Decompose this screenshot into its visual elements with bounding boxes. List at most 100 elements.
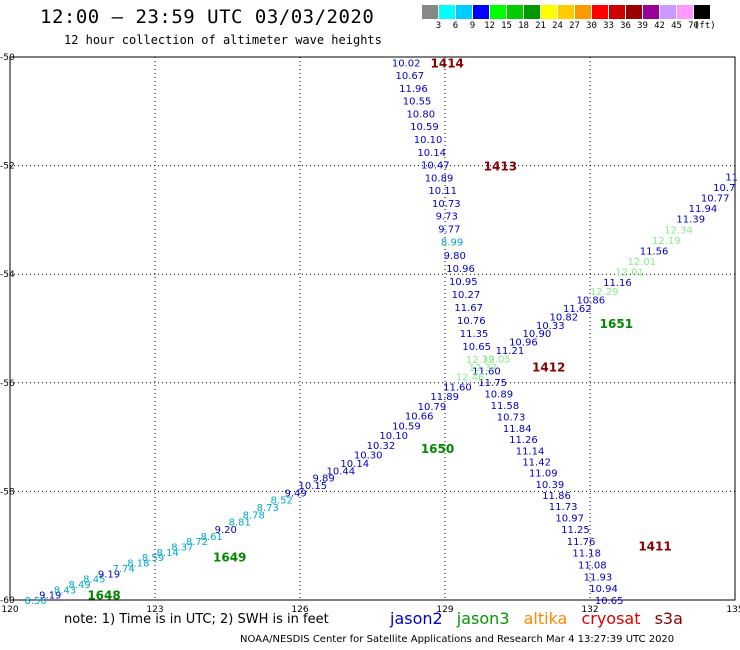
- legend-label: 30: [586, 21, 597, 31]
- credit-line: NOAA/NESDIS Center for Satellite Applica…: [240, 634, 675, 645]
- x-tick-label: 120: [1, 605, 18, 615]
- track-1-swh-label: 11.35: [460, 329, 489, 340]
- track-1-swh-label: 11.96: [399, 84, 428, 95]
- track-2-swh-label: 10.7: [713, 183, 735, 194]
- track-1-swh-label: 9.73: [436, 212, 458, 223]
- legend-swatch: [473, 5, 490, 19]
- track-1-swh-label: 10.59: [410, 122, 439, 133]
- legend-swatch: [592, 5, 609, 19]
- track-2-swh-label: 12.05: [482, 354, 511, 365]
- track-2-swh-label: 10.66: [405, 412, 434, 423]
- sat-jason3: jason3: [456, 609, 510, 628]
- x-tick-label: 126: [291, 605, 308, 615]
- track-1-swh-label: 10.02: [392, 58, 421, 69]
- legend-swatch: [660, 5, 677, 19]
- pass-number-label: 1648: [87, 589, 120, 603]
- track-2-swh-label: 8.72: [186, 537, 208, 548]
- track-1-swh-label: 10.97: [555, 513, 584, 524]
- track-2-swh-label: 10.90: [523, 329, 552, 340]
- track-1-swh-label: 11.93: [584, 572, 613, 583]
- track-2-swh-label: 11.94: [689, 204, 718, 215]
- track-2-swh-label: 8.18: [127, 559, 149, 570]
- track-1-swh-label: 10.95: [449, 277, 478, 288]
- legend-swatch: [507, 5, 524, 19]
- track-1-swh-label: 10.65: [595, 596, 624, 607]
- track-1-swh-label: 11.76: [567, 537, 596, 548]
- track-2-swh-label: 7.74: [113, 564, 135, 575]
- track-2-swh-label: 8.43: [54, 585, 76, 596]
- legend-swatch: [643, 5, 660, 19]
- track-2-swh-label: 12.29: [590, 287, 619, 298]
- legend-swatch: [456, 5, 473, 19]
- sat-s3a: s3a: [654, 609, 683, 628]
- track-1-swh-label: 9.80: [444, 251, 466, 262]
- track-2-swh-label: 10.96: [509, 338, 538, 349]
- legend-label: 18: [518, 21, 529, 31]
- x-tick-label: 135: [726, 605, 740, 615]
- track-1-swh-label: 10.65: [462, 342, 491, 353]
- track-2-swh-label: 10.10: [379, 431, 408, 442]
- track-1-swh-label: 10.89: [484, 389, 513, 400]
- track-2-swh-label: 10.59: [392, 421, 421, 432]
- pass-number-label: 1650: [421, 442, 454, 456]
- track-1-swh-label: 10.47: [421, 161, 450, 172]
- track-1-swh-label: 10.76: [457, 316, 486, 327]
- legend-swatch: [694, 5, 711, 19]
- pass-number-label: 1413: [484, 160, 517, 174]
- track-1-swh-label: 10.94: [589, 584, 618, 595]
- track-2-swh-label: 12.19: [652, 236, 681, 247]
- page-title: 12:00 – 23:59 UTC 03/03/2020: [40, 6, 375, 28]
- page-subtitle: 12 hour collection of altimeter wave hei…: [64, 33, 382, 47]
- legend-swatch: [558, 5, 575, 19]
- track-2-swh-label: 10.82: [550, 312, 579, 323]
- track-2-swh-label: 11.89: [430, 392, 459, 403]
- legend-label: 24: [552, 21, 563, 31]
- track-2-swh-label: 10.86: [576, 296, 605, 307]
- pass-number-label: 1411: [638, 540, 671, 554]
- legend-swatch: [626, 5, 643, 19]
- track-1-swh-label: 8.99: [441, 238, 463, 249]
- track-2-swh-label: 12.46: [456, 373, 485, 384]
- x-tick-label: 129: [436, 605, 453, 615]
- map-grid: [9, 56, 736, 601]
- y-tick-label: -52: [0, 162, 15, 172]
- track-1-swh-label: 11.73: [549, 502, 578, 513]
- track-1-swh-label: 11.60: [472, 366, 501, 377]
- track-2-swh-label: 9.89: [312, 474, 334, 485]
- track-1-swh-label: 11.58: [491, 401, 520, 412]
- track-2-swh-label: 8.59: [142, 553, 164, 564]
- track-2-swh-label: 11.60: [443, 382, 472, 393]
- pass-number-label: 1414: [431, 56, 464, 70]
- track-1-swh-label: 11.14: [516, 446, 545, 457]
- track-1-swh-label: 10.67: [395, 71, 424, 82]
- sat-jason2: jason2: [390, 609, 443, 628]
- track-1-swh-label: 11.42: [522, 458, 551, 469]
- track-2-swh-label: 8.50: [25, 596, 47, 607]
- legend-label: 12: [484, 21, 495, 31]
- sat-altika: altika: [523, 609, 568, 628]
- track-1-swh-label: 12.39: [466, 355, 495, 366]
- legend-swatch: [490, 5, 507, 19]
- track-2-swh-label: 11.21: [496, 346, 525, 357]
- track-2-swh-label: 12.37: [469, 363, 498, 374]
- legend-label: 21: [535, 21, 546, 31]
- satellite-tracks: 10.0210.6711.9610.5510.8010.5910.1010.14…: [25, 58, 739, 607]
- track-1-swh-label: 11.09: [529, 469, 558, 480]
- legend-swatch: [524, 5, 541, 19]
- legend-label: 3: [435, 21, 442, 31]
- track-1-swh-label: 10.73: [497, 412, 526, 423]
- pass-labels: 1414 1413 1412 1411 1651 1650 1649 1648: [87, 56, 671, 602]
- legend-swatch: [541, 5, 558, 19]
- color-scale-legend: (ft) 3 6 9 12 15 18 21 24 27 30 33 36 39 42 45 70: [422, 5, 716, 33]
- legend-swatch: [677, 5, 694, 19]
- track-2-swh-label: 11.56: [640, 246, 669, 257]
- track-1-swh-label: 9.77: [438, 225, 460, 236]
- track-1-swh-label: 11.86: [542, 491, 571, 502]
- x-tick-label: 132: [581, 605, 598, 615]
- track-2-swh-label: 10.44: [326, 466, 355, 477]
- legend-label: 15: [501, 21, 512, 31]
- track-1-swh-label: 10.14: [417, 148, 446, 159]
- axis-ticks: 120 123 126 129 132 135 -50 -52 -54 -56 -58 -60: [0, 53, 740, 615]
- track-2-swh-label: 8.37: [171, 543, 193, 554]
- track-1-swh-label: 11.67: [454, 303, 483, 314]
